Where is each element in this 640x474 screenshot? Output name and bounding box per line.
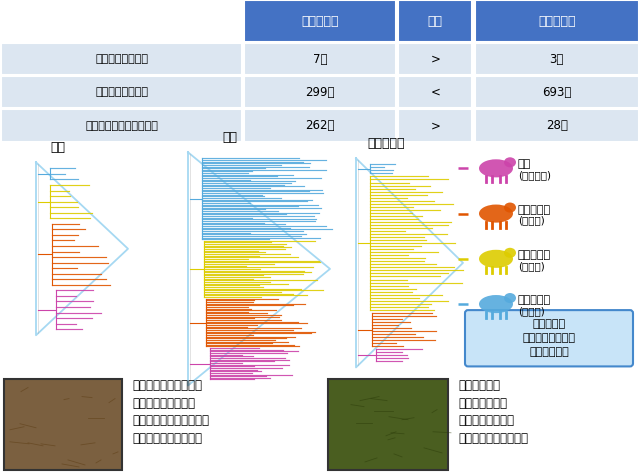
Text: ハリモグラ: ハリモグラ: [538, 15, 575, 28]
Bar: [1, 109, 242, 142]
Text: (有胎盤類): (有胎盤類): [518, 170, 551, 181]
Bar: [475, 43, 639, 75]
Text: ヒト: ヒト: [518, 159, 531, 169]
Text: それぞれの
化学感覚受容体の
遺伝子系統樹: それぞれの 化学感覚受容体の 遺伝子系統樹: [522, 319, 575, 357]
Bar: [1, 43, 242, 75]
Bar: [4, 380, 122, 470]
Text: カモノハシ: カモノハシ: [301, 15, 339, 28]
Text: (単孔類): (単孔類): [518, 261, 545, 271]
Text: 餌のシロアリの匂いを
探すハリモグラは、
味覚の遺伝子が少なく、
嗅覚の遺伝子が多い。: 餌のシロアリの匂いを 探すハリモグラは、 味覚の遺伝子が少なく、 嗅覚の遺伝子が…: [132, 380, 209, 445]
Ellipse shape: [504, 202, 516, 212]
Text: フェロモン: フェロモン: [367, 137, 404, 150]
Bar: [475, 0, 639, 42]
Text: 嗅覚: 嗅覚: [223, 131, 237, 144]
Bar: [398, 43, 472, 75]
Text: 苦味受容体遺伝子: 苦味受容体遺伝子: [95, 54, 148, 64]
Text: >: >: [430, 53, 440, 66]
Ellipse shape: [504, 293, 516, 303]
Text: <: <: [430, 86, 440, 99]
Text: 28個: 28個: [546, 119, 568, 132]
Bar: [1, 76, 242, 109]
Ellipse shape: [479, 205, 513, 223]
Text: オポッサム: オポッサム: [518, 205, 551, 215]
Ellipse shape: [479, 250, 513, 268]
Ellipse shape: [504, 248, 516, 258]
Text: 嗅覚受容体遺伝子: 嗅覚受容体遺伝子: [95, 87, 148, 98]
Ellipse shape: [479, 159, 513, 177]
Bar: [398, 76, 472, 109]
FancyBboxPatch shape: [465, 310, 633, 366]
Bar: [244, 0, 396, 42]
Text: 7個: 7個: [313, 53, 327, 66]
Text: 苦味: 苦味: [51, 141, 65, 154]
Ellipse shape: [504, 157, 516, 167]
Text: >: >: [430, 119, 440, 132]
Bar: [398, 0, 472, 42]
Text: 3個: 3個: [550, 53, 564, 66]
Ellipse shape: [479, 295, 513, 313]
Text: フェロモン受容体遺伝子: フェロモン受容体遺伝子: [85, 120, 158, 131]
Text: 299個: 299個: [305, 86, 335, 99]
Text: ハリモグラ: ハリモグラ: [518, 295, 551, 305]
Text: 水中生活者の
カモノハシは、
フェロモン受容の
遺伝子がとても多い。: 水中生活者の カモノハシは、 フェロモン受容の 遺伝子がとても多い。: [458, 380, 528, 445]
Bar: [244, 76, 396, 109]
Bar: [244, 109, 396, 142]
Bar: [398, 109, 472, 142]
Text: 大小: 大小: [428, 15, 443, 28]
Text: 693個: 693個: [542, 86, 572, 99]
Text: (単孔類): (単孔類): [518, 306, 545, 316]
Bar: [475, 109, 639, 142]
Bar: [328, 380, 448, 470]
Bar: [244, 43, 396, 75]
Text: カモノハシ: カモノハシ: [518, 250, 551, 260]
Text: (有袋類): (有袋類): [518, 216, 545, 226]
Bar: [475, 76, 639, 109]
Text: 262個: 262個: [305, 119, 335, 132]
